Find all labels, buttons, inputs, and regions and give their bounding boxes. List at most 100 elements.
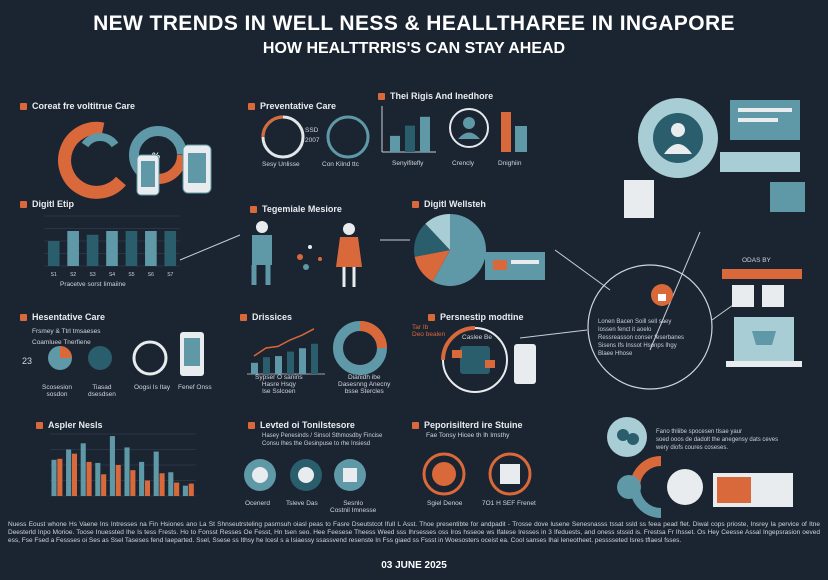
trend-label-b: Crencly: [452, 160, 475, 167]
bar: [86, 234, 99, 266]
person-legs: [251, 265, 271, 285]
tick-label: S7: [167, 272, 173, 278]
bar: [57, 458, 63, 496]
bar: [139, 461, 145, 496]
chip-icon-inner: [343, 468, 357, 482]
bar: [182, 485, 188, 496]
section-heading: Drissices: [240, 312, 292, 322]
person-head: [256, 221, 268, 233]
profile-head: [463, 117, 475, 129]
bullet-icon: [412, 421, 419, 429]
ring-icon: [422, 452, 466, 496]
bullet-icon: [428, 313, 435, 321]
book-page: [717, 477, 751, 503]
section-heading: Levted oi Tonilstesore: [248, 420, 355, 430]
bullet-icon: [36, 421, 43, 429]
bar: [275, 356, 282, 374]
bar: [420, 116, 430, 152]
telemedicine-illustration: [251, 221, 362, 287]
section-title: Levted oi Tonilstesore: [260, 420, 355, 430]
bar: [405, 125, 415, 152]
care-pie-slice: [60, 346, 72, 358]
panel-line: [738, 118, 778, 122]
doctor-body: [664, 144, 692, 154]
bullet-icon: [250, 205, 257, 213]
wellness-pie-chart: [414, 214, 486, 286]
preventive-year: 2007: [305, 137, 320, 144]
section-heading: Digitl Wellsteh: [412, 199, 486, 209]
tick-label: S6: [148, 272, 154, 278]
particle: [297, 254, 303, 260]
tick-label: S2: [70, 272, 76, 278]
bullet-icon: [240, 313, 247, 321]
tick-label: S5: [128, 272, 134, 278]
section-heading: Coreat fre voltitrue Care: [20, 101, 135, 111]
preventive-percent: SSD: [305, 127, 319, 134]
teal-arc: [81, 133, 119, 148]
bar: [95, 462, 101, 496]
bar: [125, 231, 138, 266]
digital-caption: Pracetve sorst Iimaiine: [60, 281, 126, 288]
preventive-label-a: Sesy Unlisse: [262, 161, 300, 168]
orange-arc: [58, 121, 126, 199]
preventive-label-b: Con Kilnd ttc: [322, 161, 359, 168]
partnership-screen: [460, 346, 490, 374]
heart-icon: [617, 475, 641, 499]
bullet-icon: [378, 92, 385, 100]
series-line: [253, 328, 315, 357]
ring-right: [326, 115, 370, 159]
personalised-label-b: 7O1 H SEF Frenet: [482, 500, 536, 507]
pie-slice: [425, 214, 450, 250]
orange-block: [501, 112, 511, 152]
particle: [308, 245, 312, 249]
section-heading: Hesentative Care: [20, 312, 105, 322]
partnership-illustration: [441, 326, 536, 393]
tick-label: S4: [109, 272, 115, 278]
care-label-b: Tiasad dsesdsen: [88, 384, 116, 398]
june-badge: [667, 469, 703, 505]
bar: [311, 343, 318, 374]
bar: [106, 231, 118, 266]
bar: [287, 351, 294, 374]
particle: [303, 264, 309, 270]
section-title: Thei Rigis And Inedhore: [390, 91, 494, 101]
lock-body: [658, 294, 666, 301]
section-title: Coreat fre voltitrue Care: [32, 101, 136, 111]
section-title: Tegemiale Mesiore: [262, 204, 342, 214]
orange-bar-icon: [501, 112, 527, 152]
bar: [47, 241, 60, 266]
footer-paragraph: Nuess Eoust whone Hs Vaene Ins Intresses…: [8, 521, 820, 544]
section-heading: Thei Rigis And Inedhore: [378, 91, 493, 101]
page-subtitle: HOW HEALTTRRIS'S CAN STAY AHEAD: [262, 40, 566, 57]
chart-card: [770, 182, 805, 212]
doctor-illustration: [624, 98, 805, 218]
bullet-icon: [20, 200, 27, 208]
screens-illustration: [485, 252, 545, 280]
bullet-icon: [248, 102, 255, 110]
bar: [168, 472, 174, 496]
stopwatch-icon: [132, 340, 168, 376]
pill: [627, 433, 639, 445]
donut-orange: [359, 321, 387, 349]
preventive-rings: [261, 115, 370, 159]
partnership-label-a: Tar Ib Deo bealen: [412, 324, 446, 338]
screen-chip: [493, 260, 507, 270]
bar: [263, 357, 270, 374]
partnership-label-b: Caslee Be: [462, 334, 492, 341]
bar: [188, 483, 194, 496]
doctor-head: [671, 123, 685, 137]
person-body: [336, 237, 362, 267]
aspler-bar-chart: [50, 433, 196, 497]
levted-text: Hasey Penesinds / Sinsol Sthmosdby Finci…: [262, 433, 383, 447]
person-body: [252, 235, 272, 265]
page-title: NEW TRENDS IN WELL NESS & HEALLTHAREE IN…: [93, 12, 735, 35]
pie-slice: [414, 223, 450, 257]
connected-care-illustration: %: [58, 121, 212, 199]
bullet-icon: [248, 421, 255, 429]
trend-label-a: Senyifitefly: [392, 160, 424, 167]
trends-mini-chart: [381, 106, 436, 153]
bar: [66, 449, 72, 496]
bullet-icon: [20, 102, 27, 110]
drissices-label-b: Dianidh ibe Dasesnng Anecny bsse Stercle…: [338, 374, 391, 395]
profile-icon: [449, 108, 489, 148]
